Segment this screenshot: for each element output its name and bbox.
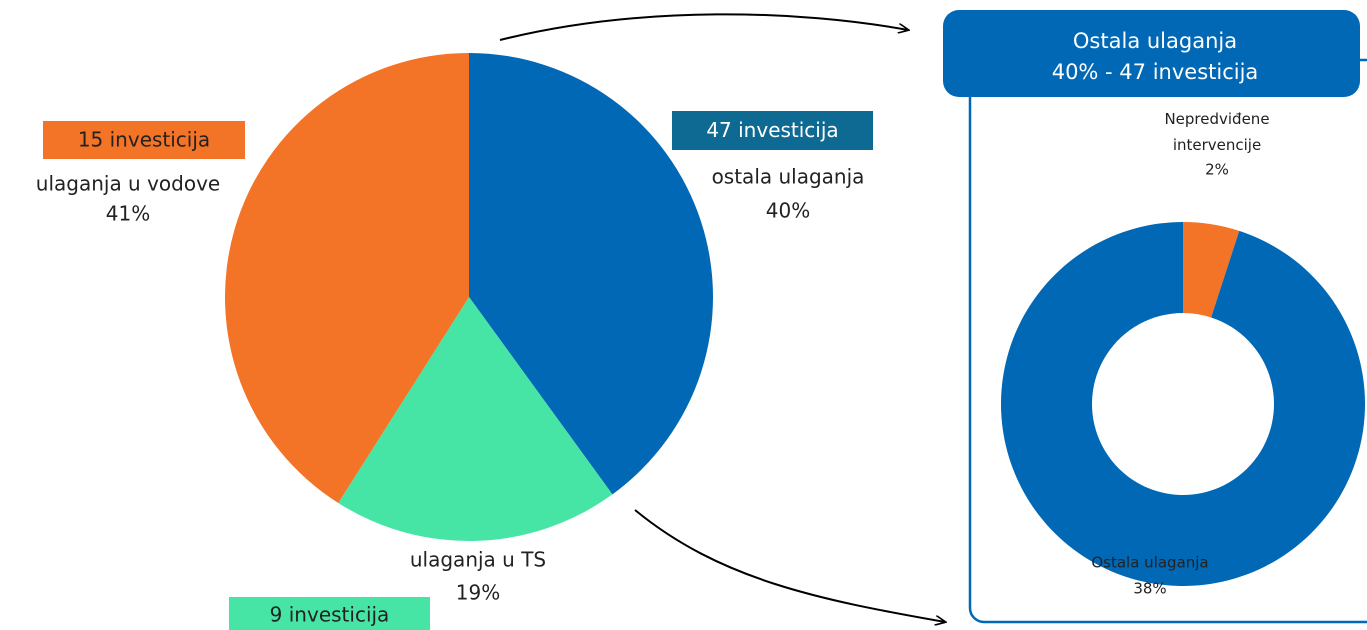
- annotation: 47 investicija: [706, 118, 838, 142]
- value-label: 19%: [456, 581, 500, 605]
- annotation: 15 investicija: [78, 128, 210, 152]
- pie-slice: [338, 297, 613, 541]
- panel-header: [943, 10, 1360, 97]
- category-label: Ostala ulaganja: [1091, 554, 1208, 572]
- panel-title: Ostala ulaganja: [1073, 29, 1237, 53]
- pie-slice: [469, 53, 713, 495]
- category-label: ostala ulaganja: [712, 165, 865, 189]
- arrow: [634, 509, 945, 622]
- annotation-box: [672, 111, 873, 150]
- annotation-box: [43, 121, 245, 159]
- category-label: ulaganja u TS: [410, 548, 546, 572]
- category-label: ulaganja u vodove: [36, 172, 220, 196]
- value-label: 2%: [1205, 161, 1229, 179]
- annotation: 9 investicija: [270, 603, 390, 627]
- arrow: [499, 13, 908, 41]
- donut-slice: [1000, 222, 1366, 586]
- panel-subtitle: 40% - 47 investicija: [1052, 60, 1259, 84]
- annotation-box: [229, 597, 430, 630]
- pie-slice: [225, 53, 469, 504]
- donut-slice: [1183, 222, 1240, 318]
- value-label: 41%: [106, 202, 150, 226]
- value-label: 38%: [1133, 580, 1166, 598]
- value-label: 40%: [766, 199, 810, 223]
- category-label: Nepredviđene intervencije: [1164, 110, 1269, 154]
